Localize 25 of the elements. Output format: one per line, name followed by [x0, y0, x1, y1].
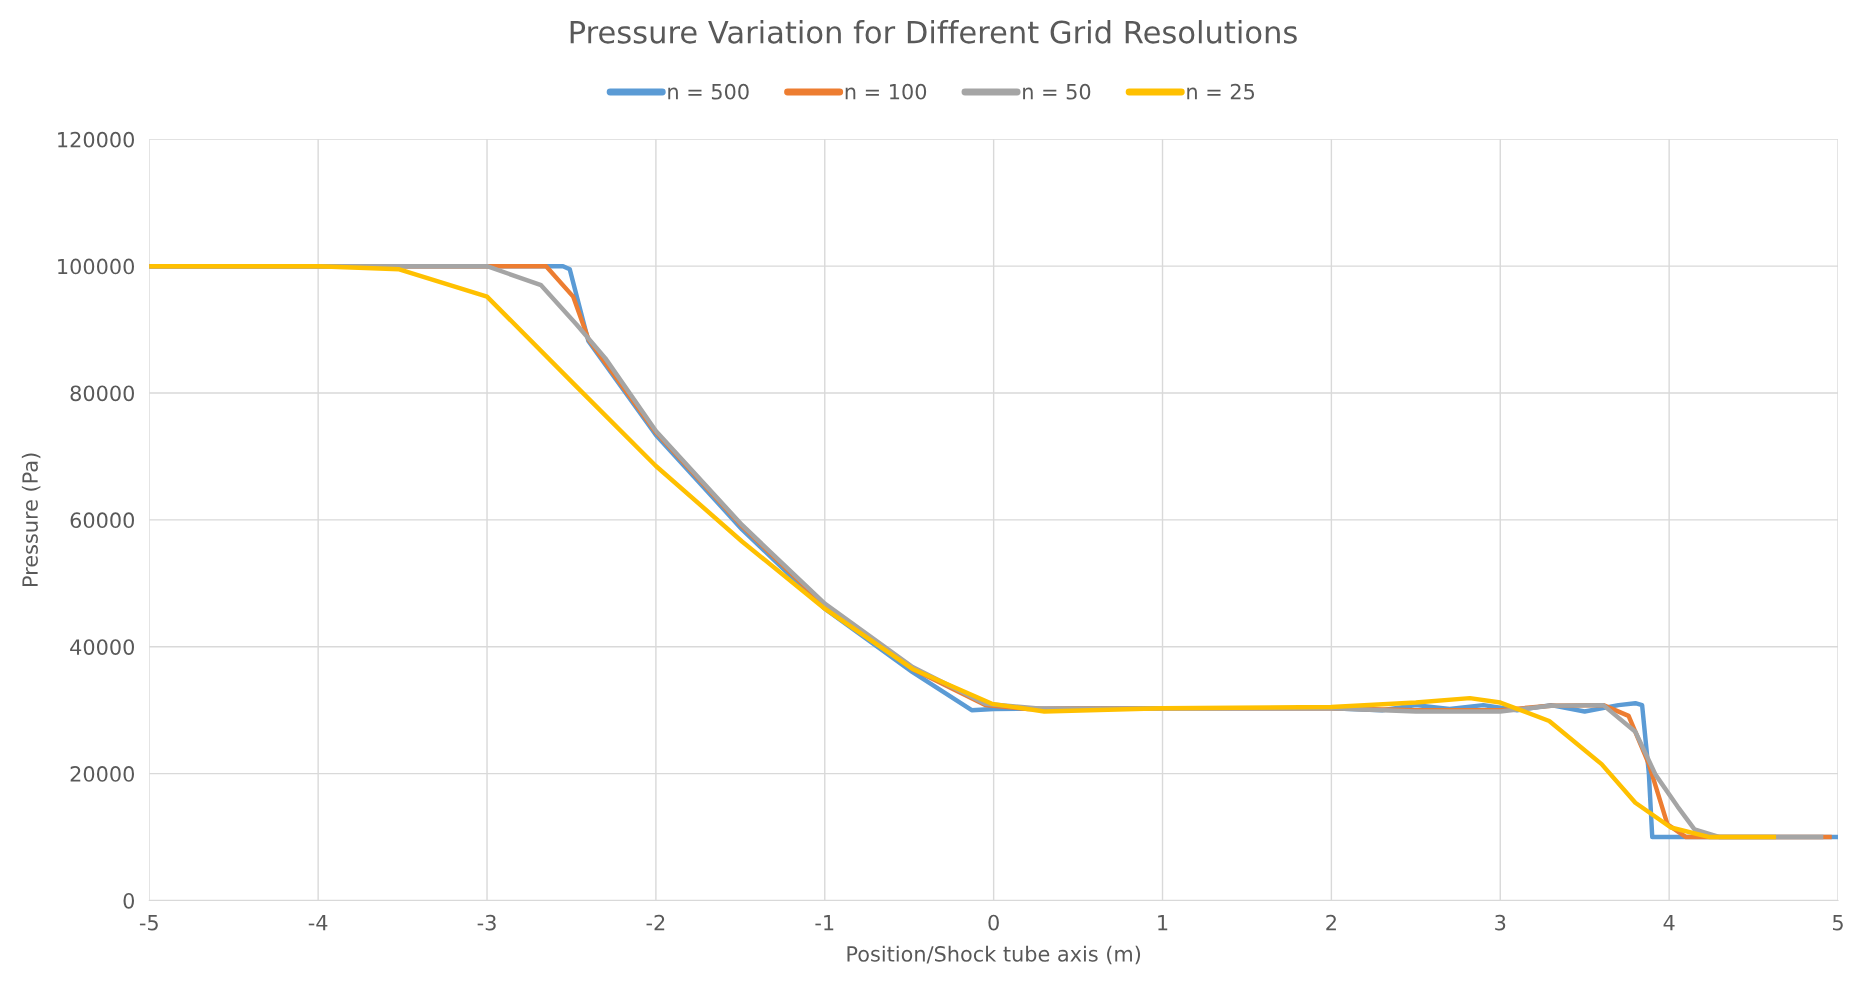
x-tick-label: -1 — [815, 915, 834, 931]
y-tick-label: 40000 — [70, 639, 135, 655]
x-tick-label: 2 — [1326, 914, 1336, 931]
x-tick-label: 3 — [1495, 914, 1506, 931]
legend-label: n = 100 — [845, 83, 927, 100]
y-axis-title: Pressure (Pa) — [21, 453, 41, 586]
x-tick-label: -3 — [477, 914, 496, 931]
y-tick-label: 60000 — [70, 512, 135, 529]
x-tick-label: -4 — [308, 915, 328, 931]
legend-label: n = 500 — [668, 83, 749, 100]
y-tick-label: 80000 — [70, 385, 135, 402]
y-tick-label: 20000 — [70, 766, 135, 782]
x-tick-label: 5 — [1832, 915, 1843, 931]
y-tick-label: 120000 — [58, 131, 135, 148]
y-tick-label: 100000 — [58, 258, 135, 275]
x-tick-label: 0 — [988, 914, 999, 931]
y-tick-label: 0 — [123, 892, 135, 909]
x-tick-label: 4 — [1663, 915, 1675, 931]
x-tick-label: 1 — [1158, 915, 1168, 931]
chart-title: Pressure Variation for Different Grid Resolutions — [570, 20, 1297, 44]
x-tick-label: -5 — [139, 915, 158, 931]
x-axis-title: Position/Shock tube axis (m) — [847, 945, 1141, 965]
x-tick-label: -2 — [646, 914, 665, 931]
legend-label: n = 25 — [1187, 83, 1255, 100]
legend-label: n = 50 — [1023, 83, 1091, 100]
